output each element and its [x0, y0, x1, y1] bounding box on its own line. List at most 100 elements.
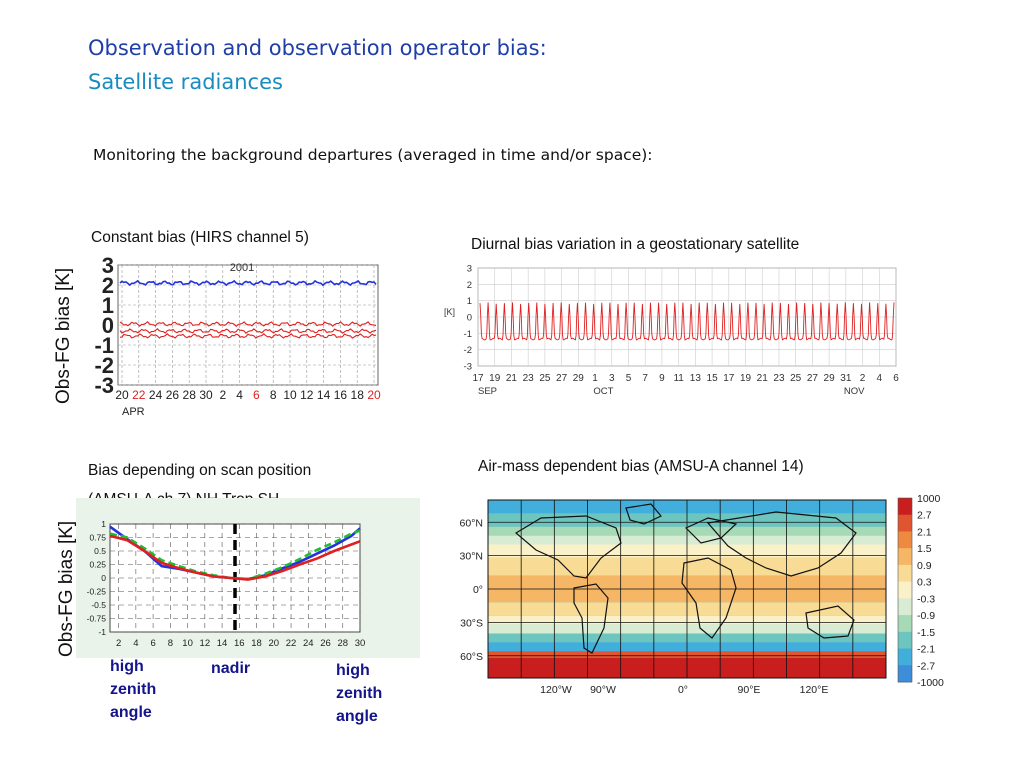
- colorbar-label: 0.3: [917, 577, 932, 589]
- scan-xtick-label: 16: [234, 638, 245, 649]
- map-coastline-1: [573, 583, 609, 654]
- scan-xtick-label: 26: [320, 638, 331, 649]
- map-lon-label: 0°: [678, 684, 688, 696]
- hirs-ytick-label: -3: [94, 373, 114, 398]
- geo-xtick-label: 25: [790, 373, 802, 384]
- annotation-nadir: nadir: [211, 660, 251, 677]
- hirs-xtick-label: 14: [317, 388, 331, 402]
- colorbar-label: -2.7: [917, 660, 935, 672]
- geo-xtick-label: 21: [757, 373, 769, 384]
- geo-ytick-label: 2: [467, 280, 472, 291]
- geo-xtick-label: 19: [740, 373, 752, 384]
- map-lat-label: 30°S: [460, 617, 483, 629]
- airmass-map: 60°N 30°N 0° 30°S 60°S 120°W 90°W 0° 90°E 120°E 10…: [460, 493, 944, 696]
- scan-xtick-label: 24: [303, 638, 314, 649]
- geo-month-label: NOV: [844, 386, 865, 397]
- geo-xtick-label: 5: [626, 373, 632, 384]
- hirs-series-line-1: [119, 321, 377, 327]
- hirs-ytick-label: 2: [102, 273, 114, 298]
- hirs-xtick-label: 10: [283, 388, 297, 402]
- colorbar-swatch: [898, 665, 912, 683]
- hirs-xtick-label: 16: [334, 388, 348, 402]
- hirs-series-line-0: [119, 279, 377, 287]
- geo-xtick-label: 31: [840, 373, 852, 384]
- scan-xtick-label: 8: [168, 638, 173, 649]
- colorbar-label: -2.1: [917, 644, 935, 656]
- map-lon-label: 120°W: [540, 684, 572, 696]
- geo-xtick-label: 6: [893, 373, 899, 384]
- scan-chart: 10.750.50.250-0.25-0.5-0.75-12 4 6 8 10 12 14 1…: [76, 498, 420, 658]
- colorbar-swatch: [898, 615, 912, 633]
- hirs-ytick-label: 1: [102, 293, 114, 318]
- slide-title: Observation and observation operator bia…: [88, 36, 547, 60]
- map-coastline-6: [625, 503, 662, 525]
- geo-series-line: [479, 302, 895, 341]
- colorbar-swatch: [898, 564, 912, 583]
- hirs-xtick-label: 24: [149, 388, 163, 402]
- scan-xtick-label: 28: [337, 638, 348, 649]
- colorbar-label: 2.7: [917, 510, 932, 522]
- colorbar-swatch: [898, 648, 912, 666]
- hirs-xtick-label: 20: [115, 388, 129, 402]
- geo-xtick-label: 25: [539, 373, 551, 384]
- geo-xtick-label: 17: [723, 373, 735, 384]
- scan-ytick-label: 0.75: [89, 533, 106, 543]
- annotation-high-zenith-right: high zenith angle: [336, 662, 383, 725]
- hirs-xtick-label: 20: [367, 388, 381, 402]
- scan-ytick-label: -0.5: [91, 600, 106, 610]
- geo-xtick-label: 21: [506, 373, 518, 384]
- map-frame: [487, 499, 887, 679]
- geo-xtick-label: 9: [659, 373, 665, 384]
- geo-xtick-label: 2: [860, 373, 866, 384]
- geo-ytick-label: -2: [464, 345, 472, 356]
- geo-ylabel: [K]: [444, 307, 455, 317]
- colorbar-swatch: [898, 631, 912, 649]
- geo-xtick-label: 29: [824, 373, 836, 384]
- colorbar-swatch: [898, 498, 912, 516]
- scan-ytick-label: 0.25: [89, 560, 106, 570]
- geo-xtick-label: 11: [673, 373, 684, 384]
- colorbar-swatch: [898, 531, 912, 549]
- scan-ytick-label: -0.25: [87, 587, 107, 597]
- annotation-high-zenith-left: high zenith angle: [110, 658, 157, 721]
- hirs-month-label: APR: [122, 406, 145, 418]
- scan-xtick-label: 4: [133, 638, 138, 649]
- geo-xtick-label: 19: [489, 373, 501, 384]
- hirs-xtick-label: 26: [166, 388, 180, 402]
- scan-xtick-label: 20: [269, 638, 280, 649]
- scan-ytick-label: 1: [101, 519, 106, 529]
- geo-xtick-label: 23: [773, 373, 785, 384]
- hirs-ytick-label: 3: [102, 255, 114, 278]
- hirs-series-line-2: [119, 328, 377, 334]
- map-lat-label: 0°: [473, 584, 483, 596]
- scan-xtick-label: 18: [251, 638, 262, 649]
- geo-month-label: OCT: [593, 386, 613, 397]
- colorbar-label: 0.9: [917, 560, 932, 572]
- scan-ylabel: Obs-FG bias [K]: [56, 520, 77, 657]
- intro-text: Monitoring the background departures (av…: [93, 146, 653, 164]
- colorbar-label: 1000: [917, 493, 941, 505]
- scan-xtick-label: 30: [355, 638, 366, 649]
- hirs-xtick-label: 18: [351, 388, 365, 402]
- colorbar-frame: [897, 497, 913, 683]
- colorbar-swatch: [898, 581, 912, 599]
- slide-subtitle: Satellite radiances: [88, 70, 283, 94]
- scan-ytick-label: -0.75: [87, 614, 107, 624]
- colorbar-swatch: [898, 548, 912, 566]
- geo-month-label: SEP: [478, 386, 497, 397]
- geo-chart-title: Diurnal bias variation in a geostationar…: [471, 236, 800, 253]
- geo-xtick-label: 23: [523, 373, 535, 384]
- colorbar-label: 1.5: [917, 543, 932, 555]
- geo-xtick-label: 27: [556, 373, 568, 384]
- colorbar-label: -0.9: [917, 610, 935, 622]
- colorbar-label: -1000: [917, 677, 944, 689]
- geo-xtick-label: 4: [876, 373, 882, 384]
- colorbar-label: -1.5: [917, 627, 935, 639]
- scan-xtick-label: 12: [200, 638, 211, 649]
- map-coastline-3: [681, 557, 737, 639]
- map-lon-label: 120°E: [800, 684, 829, 696]
- map-lat-label: 30°N: [460, 551, 483, 563]
- geo-xtick-label: 27: [807, 373, 819, 384]
- hirs-xtick-label: 12: [300, 388, 314, 402]
